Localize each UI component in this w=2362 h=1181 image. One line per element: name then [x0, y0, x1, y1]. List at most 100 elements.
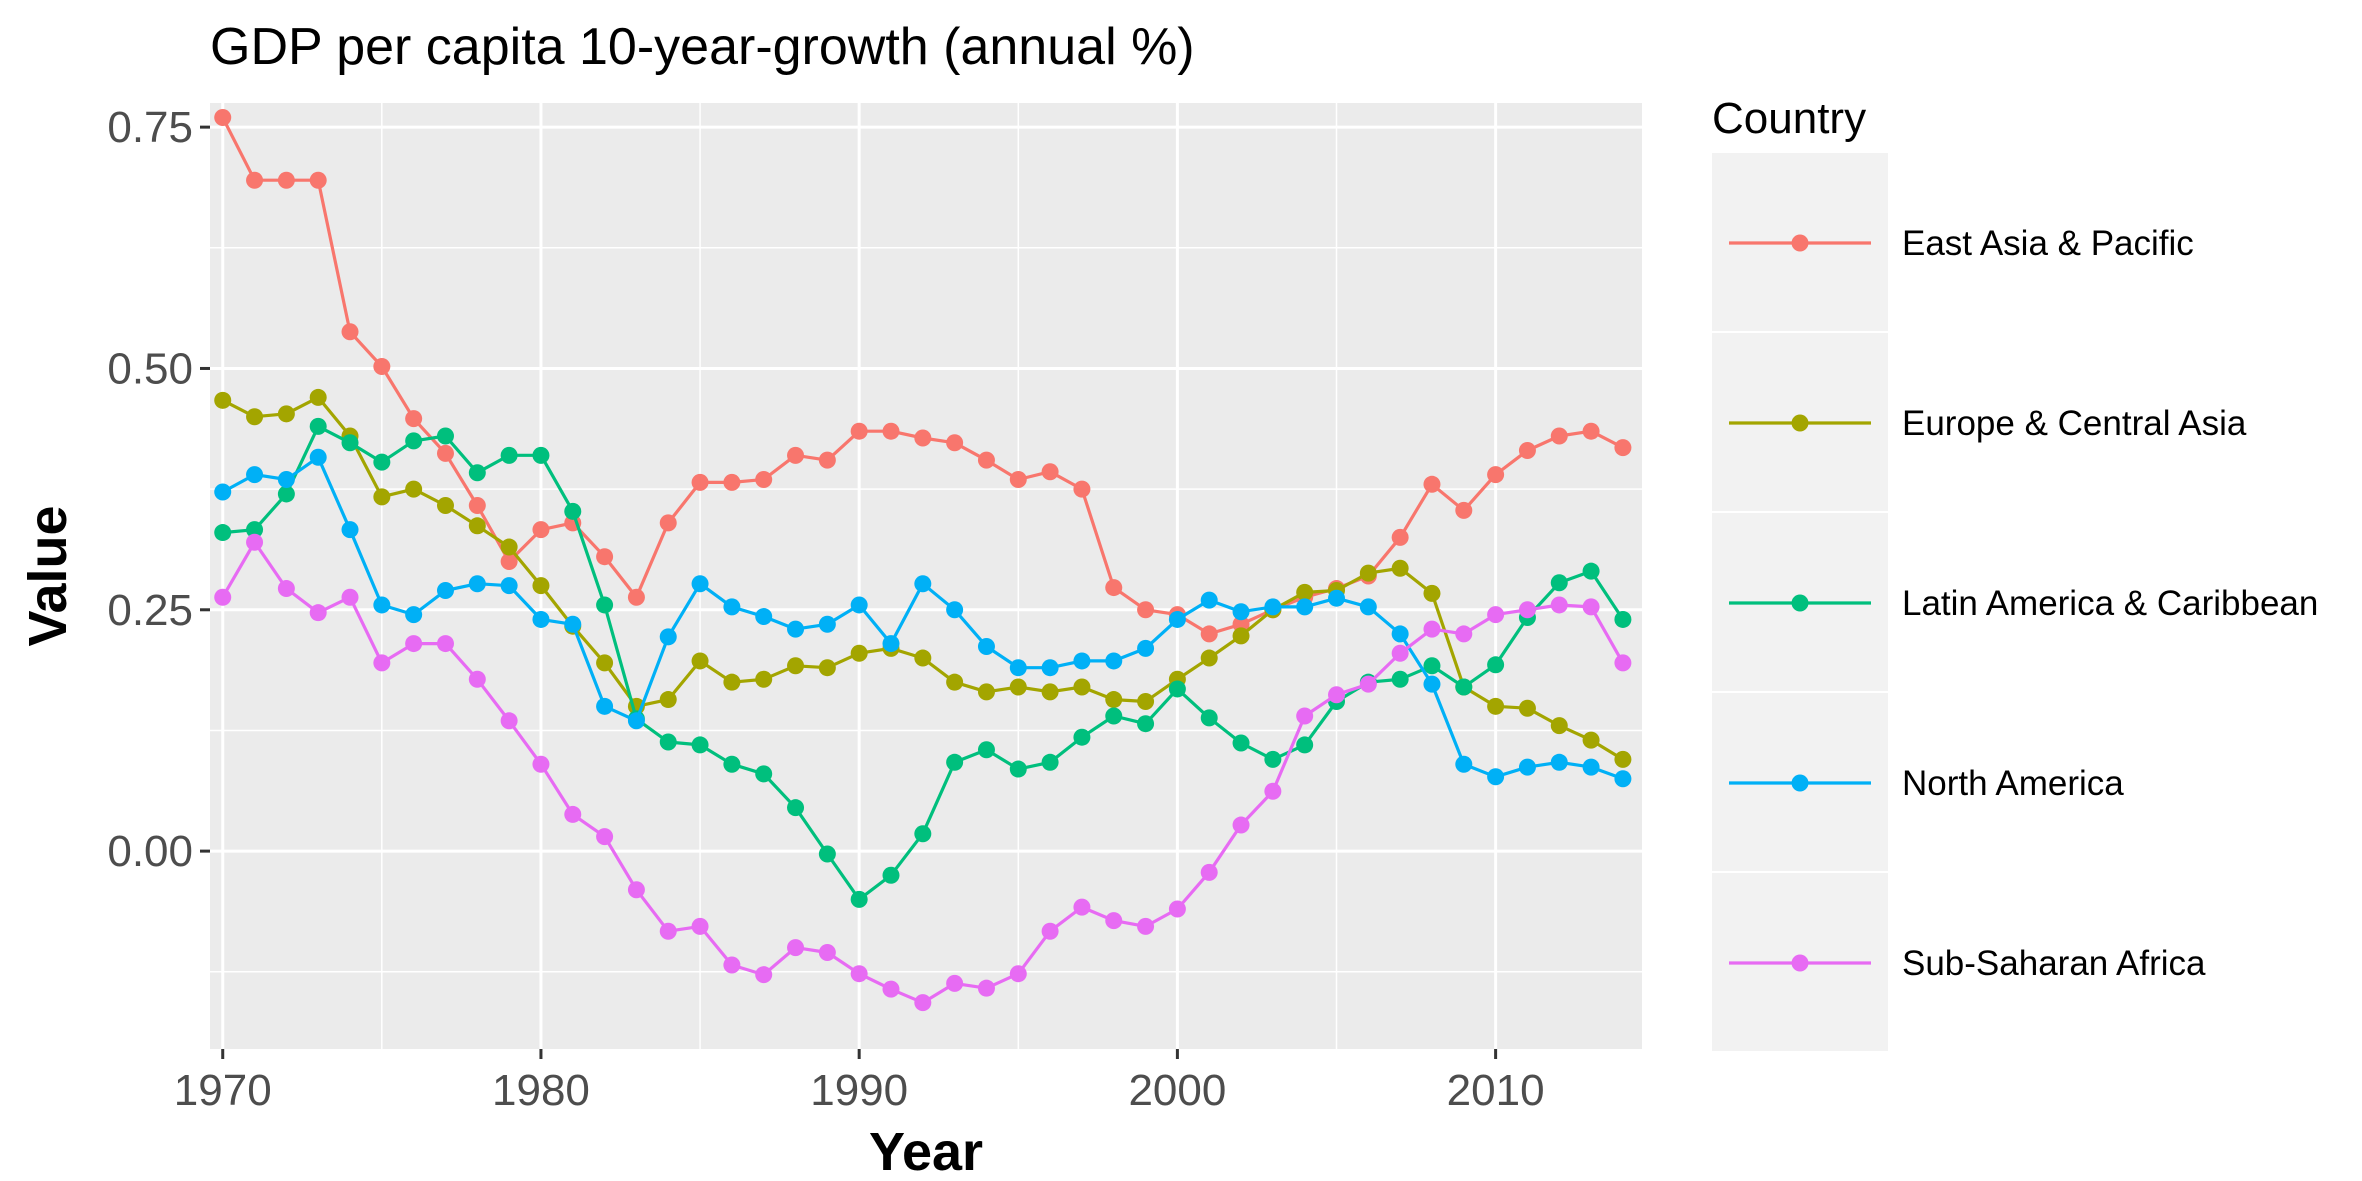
series-group [214, 533, 1632, 1012]
data-point [1359, 675, 1377, 693]
data-point [723, 755, 741, 773]
data-point [1168, 680, 1186, 698]
data-point [946, 434, 964, 452]
data-point [1232, 816, 1250, 834]
data-point [1168, 610, 1186, 628]
data-point [436, 444, 454, 462]
data-point [1232, 627, 1250, 645]
data-point [1550, 427, 1568, 445]
data-point [1009, 965, 1027, 983]
data-point [1359, 564, 1377, 582]
data-point [818, 615, 836, 633]
data-point [1487, 656, 1505, 674]
data-point [1582, 731, 1600, 749]
data-point [850, 890, 868, 908]
data-point [468, 575, 486, 593]
data-point [500, 553, 518, 571]
data-point [691, 652, 709, 670]
data-point [246, 408, 264, 426]
data-point [436, 581, 454, 599]
y-tick-label: 0.00 [107, 827, 193, 876]
legend-item: Europe & Central Asia [1712, 333, 2247, 511]
data-point [659, 514, 677, 532]
data-point [436, 427, 454, 445]
y-tick-label: 0.75 [107, 103, 193, 152]
data-point [914, 994, 932, 1012]
legend-item: Sub-Saharan Africa [1712, 873, 2206, 1051]
legend-label: Latin America & Caribbean [1902, 584, 2318, 623]
data-point [882, 866, 900, 884]
data-point [1518, 758, 1536, 776]
legend-key-point [1791, 234, 1809, 252]
data-point [564, 805, 582, 823]
data-point [723, 673, 741, 691]
data-point [1391, 644, 1409, 662]
data-point [659, 922, 677, 940]
data-point [1487, 697, 1505, 715]
data-point [1296, 736, 1314, 754]
data-point [341, 588, 359, 606]
data-point [1359, 598, 1377, 616]
y-axis: 0.00 0.25 0.50 0.75 [107, 103, 210, 876]
data-point [1073, 728, 1091, 746]
data-point [1328, 686, 1346, 704]
data-point [1105, 652, 1123, 670]
data-point [1009, 760, 1027, 778]
data-point [373, 488, 391, 506]
data-point [1073, 678, 1091, 696]
data-point [850, 965, 868, 983]
data-point [1168, 900, 1186, 918]
legend-label: North America [1902, 764, 2124, 803]
y-tick-label: 0.50 [107, 344, 193, 393]
data-point [532, 755, 550, 773]
data-point [850, 422, 868, 440]
data-point [468, 517, 486, 535]
data-point [246, 533, 264, 551]
data-point [1041, 683, 1059, 701]
data-point [277, 580, 295, 598]
legend-key-point [1791, 414, 1809, 432]
data-point [277, 470, 295, 488]
data-point [1614, 439, 1632, 457]
data-point [405, 606, 423, 624]
data-point [1009, 678, 1027, 696]
data-point [691, 736, 709, 754]
data-point [1614, 750, 1632, 768]
data-point [500, 577, 518, 595]
data-point [596, 654, 614, 672]
data-point [373, 453, 391, 471]
data-point [1073, 898, 1091, 916]
data-point [309, 604, 327, 622]
data-point [723, 473, 741, 491]
data-point [1009, 470, 1027, 488]
data-point [787, 799, 805, 817]
data-point [1264, 750, 1282, 768]
data-point [405, 410, 423, 428]
data-point [1264, 782, 1282, 800]
data-point [1137, 715, 1155, 733]
data-point [596, 828, 614, 846]
data-point [1487, 466, 1505, 484]
data-point [755, 470, 773, 488]
data-point [818, 451, 836, 469]
data-point [1264, 598, 1282, 616]
legend-label: Europe & Central Asia [1902, 404, 2247, 443]
data-point [882, 422, 900, 440]
series-group [214, 417, 1632, 908]
data-point [787, 657, 805, 675]
data-point [755, 966, 773, 984]
data-point [1455, 625, 1473, 643]
data-point [914, 825, 932, 843]
data-point [1073, 652, 1091, 670]
data-point [214, 524, 232, 542]
chart-title: GDP per capita 10-year-growth (annual %) [210, 18, 1195, 76]
data-point [500, 446, 518, 464]
legend-label: East Asia & Pacific [1902, 224, 2194, 263]
data-point [946, 673, 964, 691]
data-point [1137, 601, 1155, 619]
data-point [405, 480, 423, 498]
data-point [1550, 717, 1568, 735]
data-point [1200, 625, 1218, 643]
data-point [1487, 768, 1505, 786]
legend-label: Sub-Saharan Africa [1902, 944, 2206, 983]
